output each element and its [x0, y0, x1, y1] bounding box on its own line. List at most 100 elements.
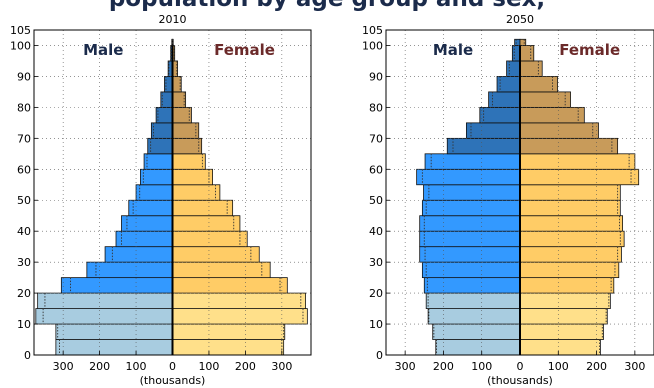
- male-bar: [511, 45, 521, 62]
- female-bar: [519, 60, 543, 77]
- female-bar: [172, 308, 308, 325]
- female-bar: [172, 199, 234, 217]
- y-tick-label: 50: [369, 194, 383, 207]
- female-bar: [519, 339, 601, 356]
- male-bar: [104, 246, 173, 263]
- female-bar: [519, 137, 619, 155]
- male-bar: [446, 137, 521, 155]
- female-bar: [172, 261, 271, 279]
- female-bar: [519, 323, 604, 340]
- y-tick-label: 100: [362, 39, 383, 52]
- pyramid-2050: 2050 300 200 100 0 100 200 300 0 10 20 30 40 50 60 70…: [362, 13, 654, 387]
- female-bar: [172, 91, 187, 108]
- x-axis-label: (thousands): [487, 374, 553, 387]
- y-tick-label: 40: [369, 225, 383, 238]
- page-heading: population by age group and sex,: [0, 0, 654, 12]
- x-tick-label: 0: [517, 360, 524, 373]
- male-bar: [115, 230, 173, 248]
- female-bar: [519, 261, 620, 279]
- chart-title: 2010: [159, 13, 187, 26]
- female-bar: [519, 168, 640, 186]
- x-tick-label: 200: [89, 360, 110, 373]
- y-tick-label: 50: [17, 194, 31, 207]
- y-tick-label: 90: [17, 70, 31, 83]
- female-bar: [519, 45, 535, 62]
- male-bar: [465, 122, 521, 139]
- male-bar: [419, 246, 521, 263]
- female-bar: [519, 38, 527, 46]
- male-bar: [514, 38, 521, 46]
- female-bar: [172, 323, 286, 340]
- male-bar: [435, 339, 521, 356]
- male-bar: [506, 60, 521, 77]
- male-bar: [425, 292, 521, 309]
- male-bar: [147, 137, 173, 155]
- chart-title: 2050: [506, 13, 534, 26]
- x-tick-label: 300: [624, 360, 645, 373]
- y-tick-label: 70: [369, 132, 383, 145]
- x-tick-label: 200: [433, 360, 454, 373]
- female-bar: [172, 246, 260, 263]
- female-bar: [519, 246, 622, 263]
- x-tick-label: 300: [53, 360, 74, 373]
- y-tick-label: 10: [369, 318, 383, 331]
- female-bar: [519, 199, 621, 217]
- female-bar: [519, 122, 599, 139]
- male-bar: [135, 184, 173, 201]
- male-bar: [155, 106, 173, 124]
- female-bar: [172, 277, 288, 294]
- x-tick-label: 100: [126, 360, 147, 373]
- male-bar: [424, 153, 521, 170]
- y-tick-label: 105: [10, 24, 31, 37]
- female-label: Female: [559, 41, 620, 59]
- y-tick-label: 60: [369, 163, 383, 176]
- x-tick-label: 100: [198, 360, 219, 373]
- female-bar: [172, 230, 248, 248]
- male-bar: [55, 339, 173, 356]
- female-bar: [172, 122, 200, 139]
- female-bar: [172, 106, 192, 124]
- male-label: Male: [83, 41, 123, 59]
- y-tick-label: 40: [17, 225, 31, 238]
- male-bar: [432, 323, 521, 340]
- y-tick-label: 60: [17, 163, 31, 176]
- y-tick-label: 0: [376, 349, 383, 362]
- male-bar: [140, 168, 173, 186]
- male-bar: [419, 230, 521, 248]
- male-label: Male: [433, 41, 473, 59]
- male-bar: [423, 277, 521, 294]
- male-bar: [128, 199, 173, 217]
- male-bar: [150, 122, 173, 139]
- male-bar: [143, 153, 173, 170]
- y-tick-label: 90: [369, 70, 383, 83]
- female-bar: [519, 106, 585, 124]
- male-bar: [488, 91, 521, 108]
- male-bar: [37, 292, 173, 309]
- y-tick-label: 105: [362, 24, 383, 37]
- x-tick-label: 300: [271, 360, 292, 373]
- female-bar: [172, 153, 206, 170]
- male-bar: [416, 168, 521, 186]
- y-tick-label: 70: [17, 132, 31, 145]
- female-bar: [519, 277, 615, 294]
- x-tick-label: 300: [395, 360, 416, 373]
- y-tick-label: 10: [17, 318, 31, 331]
- male-bar: [35, 308, 173, 325]
- male-bar: [427, 308, 521, 325]
- x-tick-label: 200: [235, 360, 256, 373]
- y-tick-label: 80: [17, 101, 31, 114]
- female-bar: [519, 308, 608, 325]
- female-bar: [172, 292, 306, 309]
- female-bar: [519, 215, 624, 232]
- female-bar: [172, 137, 203, 155]
- y-tick-label: 20: [369, 287, 383, 300]
- y-tick-label: 0: [24, 349, 31, 362]
- x-axis-label: (thousands): [140, 374, 206, 387]
- female-bar: [519, 76, 558, 93]
- male-bar: [55, 323, 173, 340]
- male-bar: [86, 261, 173, 279]
- female-bar: [519, 184, 621, 201]
- female-label: Female: [214, 41, 275, 59]
- female-bar: [172, 168, 213, 186]
